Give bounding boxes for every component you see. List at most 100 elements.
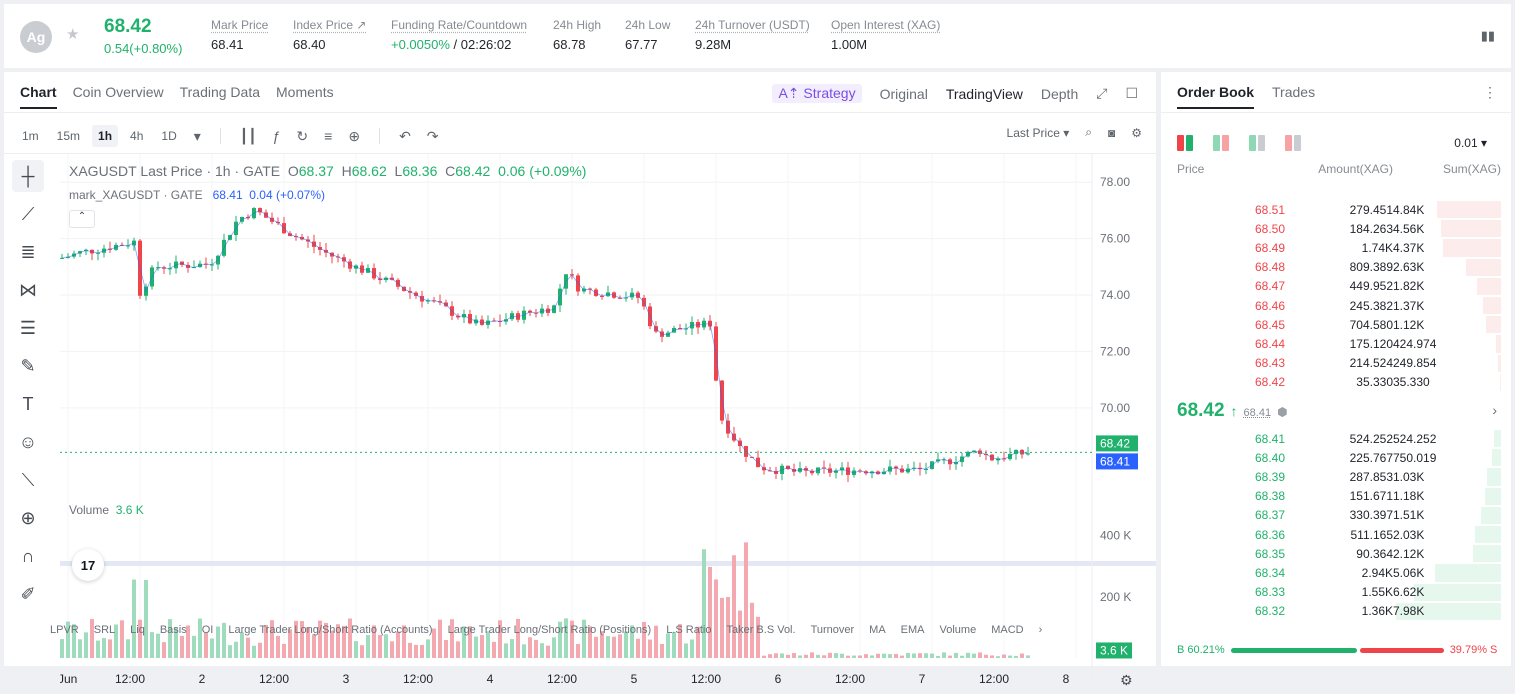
tab-trades[interactable]: Trades xyxy=(1272,84,1316,100)
window-icon[interactable]: ☐ xyxy=(1125,85,1138,101)
candle-type-icon[interactable]: ┃┃ xyxy=(239,127,257,144)
indicator-ltlsr-positions[interactable]: Large Trader Long/Short Ratio (Positions… xyxy=(447,624,652,636)
chevron-right-icon[interactable]: › xyxy=(1492,402,1497,418)
view-tradingview[interactable]: TradingView xyxy=(945,85,1023,102)
magnet-icon[interactable]: ∩ xyxy=(21,545,35,566)
indicator-basis[interactable]: Basis xyxy=(159,624,187,636)
indicator-ls-ratio[interactable]: L.S Ratio xyxy=(666,624,712,636)
ask-row[interactable]: 68.42 35.330 35.330 xyxy=(1177,373,1501,392)
replay-icon[interactable]: ↻ xyxy=(296,127,309,144)
volume-bar xyxy=(180,635,184,658)
pencil-lock-icon[interactable]: ✐ xyxy=(20,583,36,604)
fib-retracement-icon[interactable]: ☰ xyxy=(19,317,37,338)
indicator-turnover[interactable]: Turnover xyxy=(810,624,855,636)
ruler-icon[interactable]: ⟍ xyxy=(21,469,35,490)
bid-row[interactable]: 68.41 524.252 524.252 xyxy=(1177,429,1501,448)
layout-bids-icon[interactable] xyxy=(1249,135,1265,151)
add-alert-icon[interactable]: ⊕ xyxy=(348,127,361,144)
indicator-lpvr[interactable]: LPVR xyxy=(50,624,79,636)
indicator-taker-vol[interactable]: Taker B.S Vol. xyxy=(726,624,796,636)
trend-line-icon[interactable]: ⟋ xyxy=(21,203,35,224)
chevron-right-icon[interactable]: › xyxy=(1038,624,1043,636)
bid-row[interactable]: 68.34 2.94K 5.06K xyxy=(1177,563,1501,582)
stat-value: 9.28M xyxy=(695,37,732,52)
indicator-oi[interactable]: OI xyxy=(201,624,214,636)
layout-asks-icon[interactable] xyxy=(1285,135,1301,151)
indicator-liq[interactable]: Liq xyxy=(130,624,145,636)
redo-icon[interactable]: ↷ xyxy=(426,127,439,144)
col-price: Price xyxy=(1177,162,1205,176)
undo-icon[interactable]: ↶ xyxy=(399,127,411,144)
strategy-button[interactable]: A⇡ Strategy xyxy=(772,84,862,103)
interval-1d[interactable]: 1D xyxy=(161,129,177,143)
ask-row[interactable]: 68.44 175.120 424.974 xyxy=(1177,334,1501,353)
volume-bar xyxy=(780,653,784,658)
candlestick-chart[interactable]: 78.00 76.00 74.00 72.00 70.00 68.42 68.41 400 K… xyxy=(60,154,1156,694)
bid-row[interactable]: 68.37 330.397 1.51K xyxy=(1177,506,1501,525)
bid-row[interactable]: 68.38 151.671 1.18K xyxy=(1177,487,1501,506)
view-depth[interactable]: Depth xyxy=(1040,85,1079,102)
indicators-icon[interactable]: ƒ xyxy=(272,128,281,144)
bid-row[interactable]: 68.40 225.767 750.019 xyxy=(1177,448,1501,467)
tick-size-select[interactable]: 0.01 ▾ xyxy=(1454,136,1487,150)
zoom-in-icon[interactable]: ⊕ xyxy=(20,507,36,528)
collapse-legend-button[interactable]: ⌃ xyxy=(69,210,95,228)
camera-icon[interactable]: ◙ xyxy=(1107,125,1116,140)
indicator-ltlsr-accounts[interactable]: Large Trader Long/Short Ratio (Accounts) xyxy=(228,624,433,636)
templates-icon[interactable]: ≡ xyxy=(324,128,333,144)
text-tool-icon[interactable]: T xyxy=(22,393,34,414)
ask-row[interactable]: 68.49 1.74K 4.37K xyxy=(1177,238,1501,257)
layout-split-icon[interactable] xyxy=(1213,135,1229,151)
indicator-macd[interactable]: MACD xyxy=(991,624,1024,636)
view-original[interactable]: Original xyxy=(879,85,928,102)
interval-1h[interactable]: 1h xyxy=(92,125,119,147)
interval-dropdown-icon[interactable]: ▾ xyxy=(193,127,201,144)
parallel-channel-icon[interactable]: ≣ xyxy=(20,241,36,262)
interval-4h[interactable]: 4h xyxy=(130,129,144,143)
time-axis-label: 12:00 xyxy=(547,672,577,686)
ask-row[interactable]: 68.51 279.451 4.84K xyxy=(1177,200,1501,219)
ask-row[interactable]: 68.47 449.952 1.82K xyxy=(1177,277,1501,296)
book-icon[interactable]: ▮▮ xyxy=(1480,28,1495,43)
bid-row[interactable]: 68.36 511.165 2.03K xyxy=(1177,525,1501,544)
crosshair-icon[interactable]: ┼ xyxy=(12,160,44,192)
pattern-icon[interactable]: ⋈ xyxy=(19,279,37,300)
fullscreen-icon[interactable]: ⤢ xyxy=(1096,85,1108,101)
time-axis-label: 12:00 xyxy=(403,672,433,686)
tab-coin-overview[interactable]: Coin Overview xyxy=(72,84,164,100)
stat-label[interactable]: Index Price ↗ xyxy=(293,18,367,32)
interval-1m[interactable]: 1m xyxy=(22,129,39,143)
volume-bar xyxy=(612,636,616,658)
more-menu-icon[interactable]: ⋮ xyxy=(1483,84,1497,100)
bid-row[interactable]: 68.32 1.36K 7.98K xyxy=(1177,602,1501,621)
indicator-ema[interactable]: EMA xyxy=(900,624,925,636)
volume-bar xyxy=(768,654,772,658)
ask-row[interactable]: 68.50 184.263 4.56K xyxy=(1177,219,1501,238)
bid-row[interactable]: 68.35 90.364 2.12K xyxy=(1177,544,1501,563)
emoji-icon[interactable]: ☺ xyxy=(18,431,38,452)
stat-index-price[interactable]: Index Price ↗ 68.40 xyxy=(293,18,366,52)
favorite-star-icon[interactable]: ★ xyxy=(66,26,80,43)
tab-order-book[interactable]: Order Book xyxy=(1177,84,1255,109)
tab-moments[interactable]: Moments xyxy=(276,84,334,100)
ask-row[interactable]: 68.48 809.389 2.63K xyxy=(1177,258,1501,277)
search-icon[interactable]: ⌕ xyxy=(1085,125,1092,139)
price-type-select[interactable]: Last Price ▾ xyxy=(1006,125,1070,140)
tab-chart[interactable]: Chart xyxy=(20,84,57,109)
bid-row[interactable]: 68.33 1.55K 6.62K xyxy=(1177,583,1501,602)
ask-row[interactable]: 68.46 245.382 1.37K xyxy=(1177,296,1501,315)
ask-row[interactable]: 68.43 214.524 249.854 xyxy=(1177,354,1501,373)
tradingview-logo[interactable]: 17 xyxy=(72,549,104,581)
layout-both-icon[interactable] xyxy=(1177,135,1193,151)
mark-symbol: mark_XAGUSDT · GATE xyxy=(69,188,203,202)
interval-15m[interactable]: 15m xyxy=(56,129,81,143)
indicator-ma[interactable]: MA xyxy=(869,624,886,636)
tab-trading-data[interactable]: Trading Data xyxy=(179,84,261,100)
indicator-srl[interactable]: SRL xyxy=(93,624,116,636)
ask-row[interactable]: 68.45 704.580 1.12K xyxy=(1177,315,1501,334)
indicator-volume[interactable]: Volume xyxy=(939,624,977,636)
bid-row[interactable]: 68.39 287.853 1.03K xyxy=(1177,467,1501,486)
brush-icon[interactable]: ✎ xyxy=(20,355,36,376)
axis-settings-icon[interactable]: ⚙ xyxy=(1120,673,1133,689)
settings-gear-icon[interactable]: ⚙ xyxy=(1131,125,1142,140)
